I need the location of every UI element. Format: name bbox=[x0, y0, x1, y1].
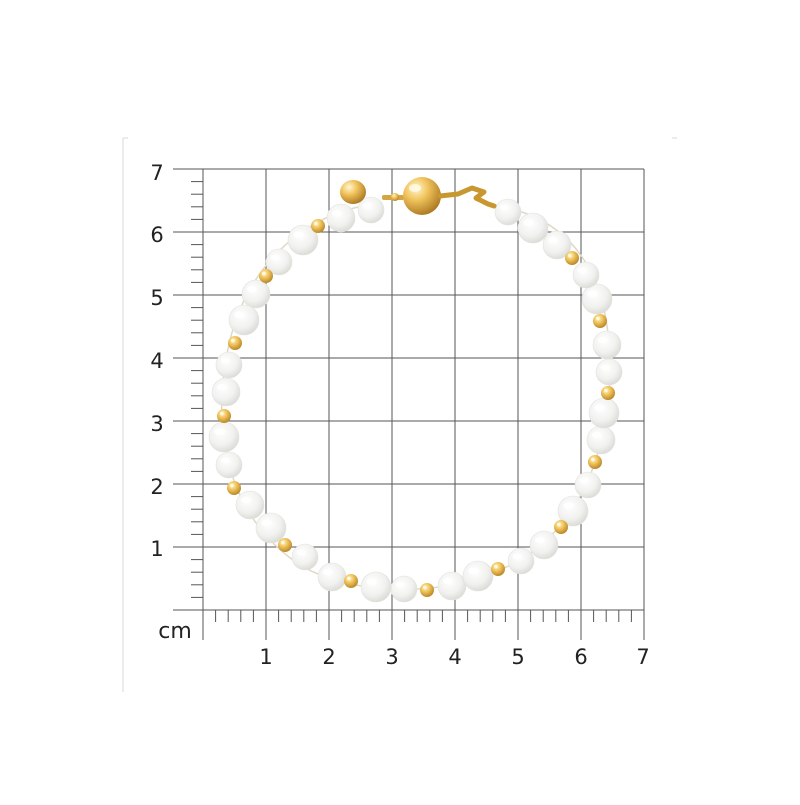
pearl-bead bbox=[592, 330, 622, 360]
pearl-bead bbox=[494, 198, 522, 226]
gold-bead bbox=[228, 336, 242, 350]
gold-bead bbox=[593, 314, 607, 328]
unit-label: cm bbox=[158, 619, 192, 644]
y-tick-label-1: 1 bbox=[150, 537, 163, 561]
gold-bead bbox=[278, 538, 292, 552]
pearl-bead bbox=[255, 512, 287, 544]
x-tick-label-1: 1 bbox=[259, 645, 272, 669]
gold-ball-clasp bbox=[340, 177, 497, 215]
x-tick-label-3: 3 bbox=[385, 645, 398, 669]
pearl-bead bbox=[326, 203, 356, 233]
y-axis-labels: 7 6 5 4 3 2 1 bbox=[150, 161, 163, 561]
pearl-bracelet bbox=[208, 177, 623, 603]
y-tick-label-3: 3 bbox=[150, 412, 163, 436]
pearl-bead bbox=[507, 547, 535, 575]
gold-bead bbox=[588, 455, 602, 469]
pearl-bead bbox=[235, 490, 265, 520]
measurement-grid bbox=[202, 168, 645, 611]
y-tick-label-4: 4 bbox=[150, 349, 163, 373]
pearl-bead bbox=[317, 562, 347, 592]
clasp-hook bbox=[437, 185, 497, 209]
pearl-bead bbox=[211, 377, 241, 407]
y-tick-label-2: 2 bbox=[150, 475, 163, 499]
y-tick-label-6: 6 bbox=[150, 223, 163, 247]
pearl-bead bbox=[291, 543, 319, 571]
gold-bead bbox=[601, 386, 615, 400]
pearl-bead bbox=[215, 451, 243, 479]
pearl-bead bbox=[588, 397, 620, 429]
x-tick-label-5: 5 bbox=[511, 645, 524, 669]
gold-bead bbox=[227, 481, 241, 495]
clasp-ball bbox=[403, 177, 441, 215]
gold-bead bbox=[344, 574, 358, 588]
x-tick-label-7: 7 bbox=[636, 645, 649, 669]
pearl-bead bbox=[215, 351, 243, 379]
pearl-bead bbox=[595, 358, 623, 386]
gold-bead bbox=[420, 583, 434, 597]
gold-bead bbox=[311, 219, 325, 233]
pearl-bead bbox=[208, 421, 240, 453]
pearl-bead bbox=[437, 571, 467, 601]
pearl-bead bbox=[529, 530, 559, 560]
pearl-bead bbox=[241, 279, 271, 309]
x-axis-labels: 1 2 3 4 5 6 7 bbox=[259, 645, 649, 669]
pearl-bead bbox=[390, 575, 418, 603]
clasp-tag bbox=[340, 180, 366, 204]
x-tick-label-6: 6 bbox=[574, 645, 587, 669]
bead-layer bbox=[208, 196, 623, 603]
x-tick-label-2: 2 bbox=[322, 645, 335, 669]
pearl-bead bbox=[462, 560, 494, 592]
pearl-bead bbox=[581, 283, 613, 315]
pearl-bead bbox=[228, 304, 260, 336]
y-tick-label-5: 5 bbox=[150, 286, 163, 310]
pearl-bead bbox=[357, 196, 385, 224]
y-tick-label-7: 7 bbox=[150, 161, 163, 185]
x-tick-label-4: 4 bbox=[448, 645, 461, 669]
pearl-bead bbox=[586, 425, 616, 455]
ruler-ticks bbox=[173, 168, 645, 640]
gold-bead bbox=[259, 269, 273, 283]
gold-bead bbox=[217, 409, 231, 423]
pearl-bead bbox=[517, 212, 549, 244]
gold-bead bbox=[491, 562, 505, 576]
gold-bead bbox=[554, 520, 568, 534]
pearl-bead bbox=[574, 471, 602, 499]
pearl-bead bbox=[360, 571, 392, 603]
gold-bead bbox=[565, 251, 579, 265]
pearl-bead bbox=[572, 261, 600, 289]
